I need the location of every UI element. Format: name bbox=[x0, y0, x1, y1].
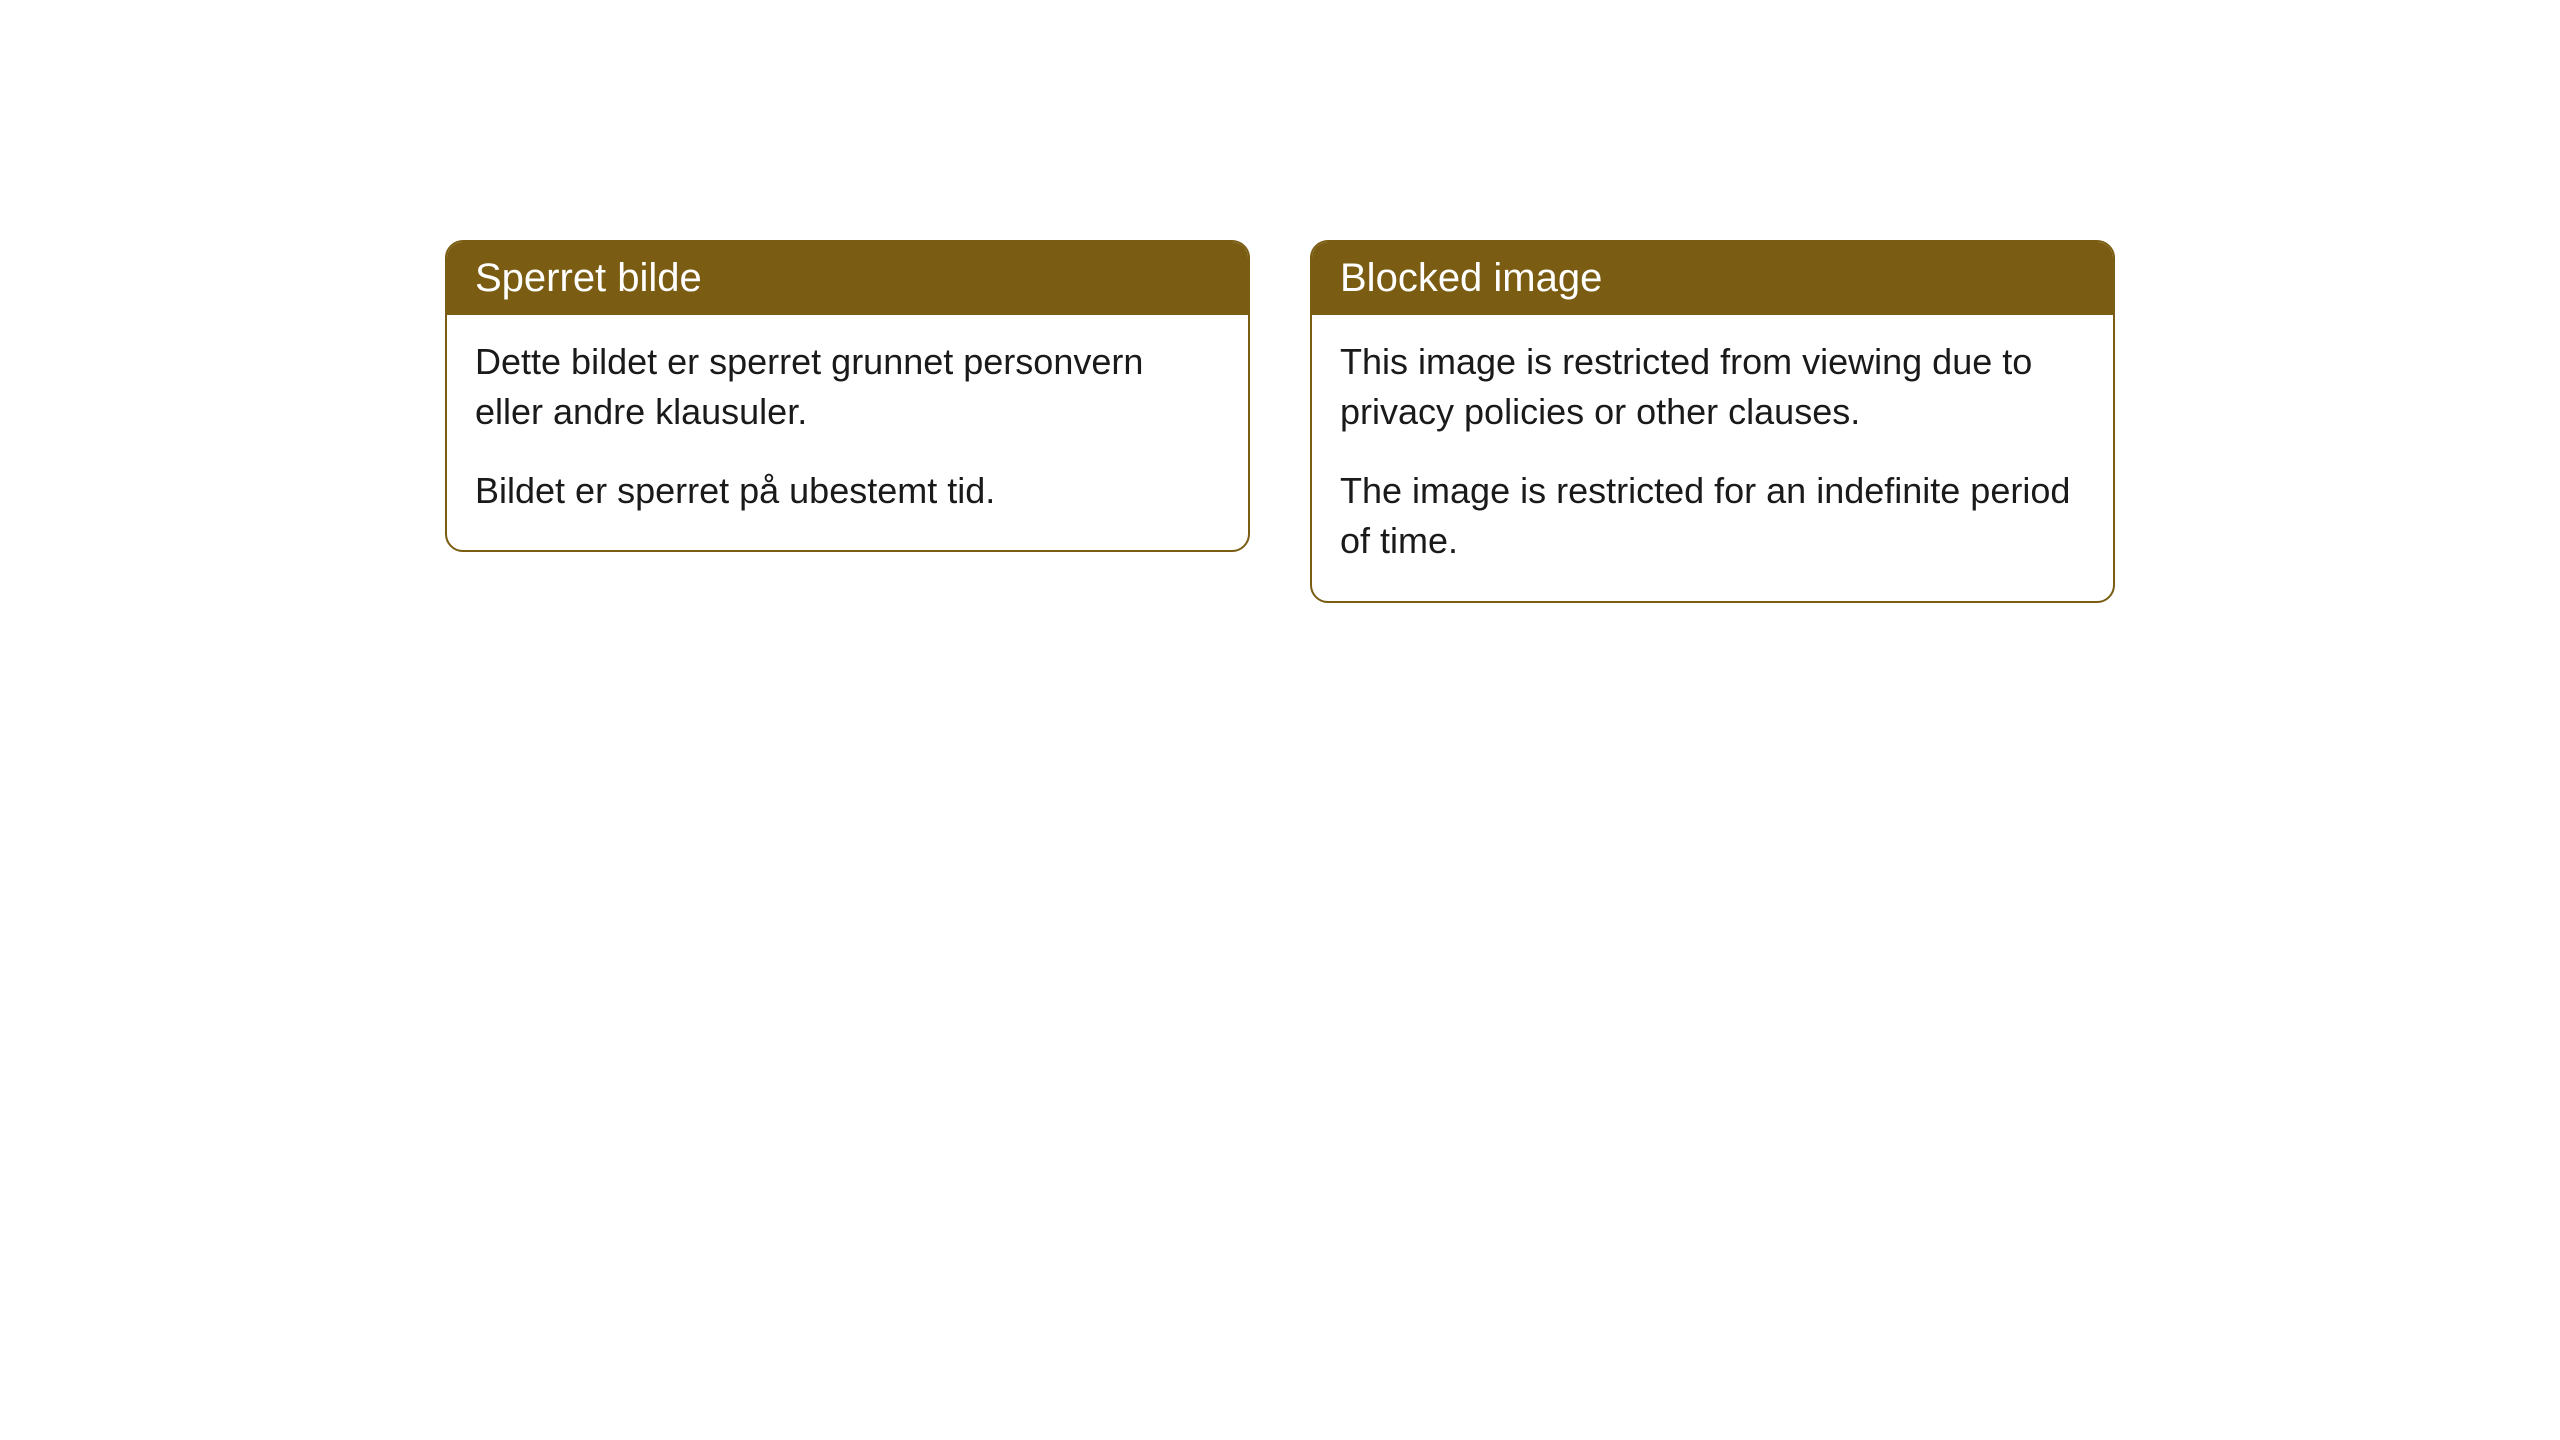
notice-container: Sperret bilde Dette bildet er sperret gr… bbox=[445, 240, 2115, 1440]
card-paragraph: The image is restricted for an indefinit… bbox=[1340, 466, 2085, 567]
card-paragraph: Dette bildet er sperret grunnet personve… bbox=[475, 337, 1220, 438]
card-body-en: This image is restricted from viewing du… bbox=[1312, 315, 2113, 601]
card-paragraph: This image is restricted from viewing du… bbox=[1340, 337, 2085, 438]
card-body-no: Dette bildet er sperret grunnet personve… bbox=[447, 315, 1248, 550]
blocked-image-card-en: Blocked image This image is restricted f… bbox=[1310, 240, 2115, 603]
blocked-image-card-no: Sperret bilde Dette bildet er sperret gr… bbox=[445, 240, 1250, 552]
card-paragraph: Bildet er sperret på ubestemt tid. bbox=[475, 466, 1220, 516]
card-header-en: Blocked image bbox=[1312, 242, 2113, 315]
card-header-no: Sperret bilde bbox=[447, 242, 1248, 315]
